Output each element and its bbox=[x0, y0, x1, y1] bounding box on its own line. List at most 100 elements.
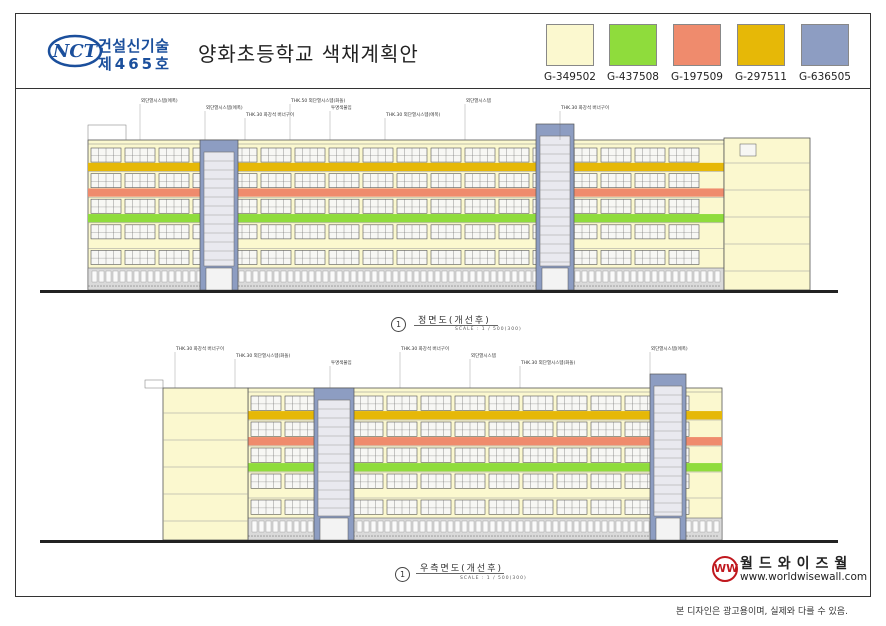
callout-label: 외단열시스템 bbox=[466, 97, 491, 104]
stone-texture bbox=[716, 535, 718, 537]
stone-texture bbox=[97, 285, 99, 287]
stone-texture bbox=[551, 535, 553, 537]
ground-window bbox=[630, 270, 637, 283]
stone-texture bbox=[641, 535, 643, 537]
color-code-5: G-636505 bbox=[798, 71, 851, 83]
ground-window bbox=[322, 270, 329, 283]
stone-texture bbox=[587, 535, 589, 537]
stone-texture bbox=[394, 285, 396, 287]
stone-texture bbox=[154, 285, 156, 287]
ground-window bbox=[440, 520, 447, 533]
ground-window bbox=[622, 520, 629, 533]
stone-texture bbox=[673, 285, 675, 287]
stone-texture bbox=[325, 285, 327, 287]
stone-texture bbox=[530, 535, 532, 537]
ground-window bbox=[412, 520, 419, 533]
stone-texture bbox=[655, 285, 657, 287]
front-elevation bbox=[40, 123, 838, 293]
stone-texture bbox=[296, 535, 298, 537]
stone-texture bbox=[400, 285, 402, 287]
header-separator bbox=[15, 88, 871, 89]
stone-texture bbox=[184, 285, 186, 287]
stone-texture bbox=[610, 285, 612, 287]
ground-line bbox=[40, 540, 838, 543]
stone-texture bbox=[263, 535, 265, 537]
stone-texture bbox=[371, 535, 373, 537]
callout-label: 외단열시스템(에폭) bbox=[651, 345, 688, 352]
stone-texture bbox=[566, 535, 568, 537]
stone-texture bbox=[349, 285, 351, 287]
stone-texture bbox=[133, 285, 135, 287]
stone-texture bbox=[718, 285, 720, 287]
ground-window bbox=[391, 520, 398, 533]
callout-label: 외단열시스템(에폭) bbox=[141, 97, 178, 104]
ground-window bbox=[105, 270, 112, 283]
stone-texture bbox=[521, 535, 523, 537]
tower-glazing bbox=[539, 135, 571, 267]
stone-texture bbox=[458, 535, 460, 537]
stone-texture bbox=[509, 535, 511, 537]
stone-texture bbox=[280, 285, 282, 287]
ground-window bbox=[504, 270, 511, 283]
stone-texture bbox=[275, 535, 277, 537]
stone-texture bbox=[517, 285, 519, 287]
callout-label: 투명색불임 bbox=[331, 104, 352, 111]
stone-texture bbox=[620, 535, 622, 537]
ground-line bbox=[40, 290, 838, 293]
stone-texture bbox=[434, 535, 436, 537]
stone-texture bbox=[124, 285, 126, 287]
stone-texture bbox=[667, 285, 669, 287]
ground-window bbox=[497, 270, 504, 283]
stone-texture bbox=[592, 285, 594, 287]
stone-texture bbox=[416, 535, 418, 537]
stone-texture bbox=[404, 535, 406, 537]
stone-texture bbox=[685, 285, 687, 287]
callout-label: THK.30 외단열시스템(화돌) bbox=[235, 352, 291, 359]
stone-texture bbox=[647, 535, 649, 537]
stone-texture bbox=[616, 285, 618, 287]
stone-texture bbox=[611, 535, 613, 537]
color-swatch-5 bbox=[801, 24, 849, 66]
color-band bbox=[248, 437, 722, 446]
stone-texture bbox=[395, 535, 397, 537]
stone-texture bbox=[151, 285, 153, 287]
ground-window bbox=[279, 520, 286, 533]
stone-texture bbox=[361, 285, 363, 287]
stone-texture bbox=[463, 285, 465, 287]
ground-window bbox=[469, 270, 476, 283]
stone-texture bbox=[386, 535, 388, 537]
stone-texture bbox=[91, 285, 93, 287]
stone-texture bbox=[181, 285, 183, 287]
stone-texture bbox=[346, 285, 348, 287]
callout-label: THK.30 화강석 버너구이 bbox=[245, 111, 294, 118]
stone-texture bbox=[643, 285, 645, 287]
callout-label: 외단열시스템 bbox=[471, 352, 496, 359]
stone-texture bbox=[698, 535, 700, 537]
ground-window bbox=[707, 270, 714, 283]
stone-texture bbox=[475, 285, 477, 287]
stone-texture bbox=[356, 535, 358, 537]
side-annotations: THK.30 화강석 버너구이 THK.30 외단열시스템(화돌) 투명색불임 THK… bbox=[174, 345, 688, 388]
ground-window bbox=[595, 270, 602, 283]
stone-texture bbox=[382, 285, 384, 287]
ground-window bbox=[581, 270, 588, 283]
stone-texture bbox=[406, 285, 408, 287]
stone-texture bbox=[473, 535, 475, 537]
stone-texture bbox=[514, 285, 516, 287]
ground-window bbox=[503, 520, 510, 533]
stone-texture bbox=[455, 535, 457, 537]
ground-window bbox=[580, 520, 587, 533]
ground-window bbox=[385, 270, 392, 283]
stone-texture bbox=[623, 535, 625, 537]
side-view-number: 1 bbox=[395, 567, 410, 582]
stone-texture bbox=[533, 535, 535, 537]
stone-texture bbox=[634, 285, 636, 287]
stone-texture bbox=[604, 285, 606, 287]
ground-window bbox=[258, 520, 265, 533]
ground-window bbox=[301, 270, 308, 283]
ground-window bbox=[531, 520, 538, 533]
stone-texture bbox=[703, 285, 705, 287]
ground-window bbox=[293, 520, 300, 533]
ground-window bbox=[272, 520, 279, 533]
